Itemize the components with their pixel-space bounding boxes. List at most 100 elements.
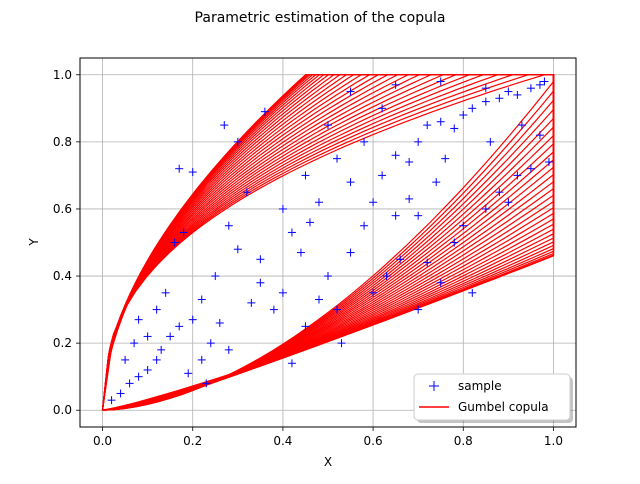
sample-point [526,84,535,93]
y-tick-label: 1.0 [53,68,72,82]
contour-line [101,74,555,411]
sample-point [535,80,544,89]
sample-point [116,389,125,398]
sample-point [468,288,477,297]
sample-point [152,355,161,364]
sample-point [247,298,256,307]
sample-point [324,272,332,281]
sample-point [166,332,175,341]
sample-point [188,315,197,324]
sample-point [481,84,490,93]
sample-point [481,204,490,213]
sample-point [134,315,143,324]
sample-point [513,90,522,99]
x-tick-label: 0.2 [183,434,202,448]
sample-point [504,87,513,96]
sample-point [441,154,450,163]
sample-point [278,288,287,297]
sample-point [391,151,400,160]
sample-point [206,339,215,348]
y-tick-label: 0.8 [53,135,72,149]
sample-point [197,295,206,304]
sample-point [121,355,130,364]
sample-point [495,188,504,197]
legend-box [413,373,571,421]
x-tick-label: 0.0 [93,434,112,448]
sample-point [436,117,445,126]
sample-point [513,171,522,180]
sample-point [301,171,310,180]
y-ticks: 0.0 0.2 0.4 0.6 0.8 1.0 [53,68,80,417]
sample-point [346,178,355,187]
sample-point [405,157,414,166]
sample-point [346,248,355,257]
sample-point [436,77,445,86]
sample-point [333,305,342,314]
sample-point [224,221,233,230]
legend: sample Gumbel copula [413,373,573,423]
sample-point [369,288,378,297]
sample-point [517,121,526,130]
y-tick-label: 0.0 [53,403,72,417]
sample-point [405,194,414,203]
sample-point [175,164,184,173]
sample-point [378,104,387,113]
sample-point [414,305,423,314]
legend-label-gumbel: Gumbel copula [458,400,549,414]
sample-point [296,248,305,257]
sample-point [260,107,269,116]
sample-point [314,198,323,207]
sample-point [414,211,423,220]
x-tick-label: 0.8 [454,434,473,448]
sample-point [256,278,265,287]
sample-point [495,94,504,103]
x-tick-label: 1.0 [544,434,563,448]
sample-point [157,345,166,354]
sample-point [540,77,549,86]
sample-point [324,121,332,130]
sample-point [170,238,179,247]
y-axis-label: Y [27,238,41,247]
sample-point [535,131,544,140]
x-axis-label: X [324,455,332,469]
legend-label-sample: sample [458,379,502,393]
sample-point [414,137,423,146]
sample-point [436,278,445,287]
sample-point [211,272,220,281]
sample-point [242,188,251,197]
sample-point [143,365,152,374]
sample-point [423,121,432,130]
sample-point [130,339,139,348]
sample-point [175,322,184,331]
sample-point [215,319,224,328]
sample-point [287,359,296,368]
sample-point [391,80,400,89]
sample-point [188,168,197,177]
sample-point [486,137,495,146]
sample-point [305,218,314,227]
sample-point [134,372,143,381]
sample-point [224,345,233,354]
sample-point [197,355,206,364]
sample-points [107,77,553,405]
sample-point [233,137,242,146]
sample-point [360,137,369,146]
sample-point [107,396,116,405]
sample-point [423,258,432,267]
sample-point [360,221,369,230]
sample-point [544,157,553,166]
sample-point [382,272,391,281]
sample-point [481,97,490,106]
sample-point [125,379,134,388]
sample-point [184,369,193,378]
sample-point [391,211,400,220]
sample-point [333,154,342,163]
sample-point [233,245,242,254]
axes-frame [79,57,577,428]
contour-lines [101,74,555,411]
x-tick-label: 0.6 [364,434,383,448]
y-tick-label: 0.6 [53,202,72,216]
chart-title: Parametric estimation of the copula [195,10,446,26]
sample-point [152,305,161,314]
